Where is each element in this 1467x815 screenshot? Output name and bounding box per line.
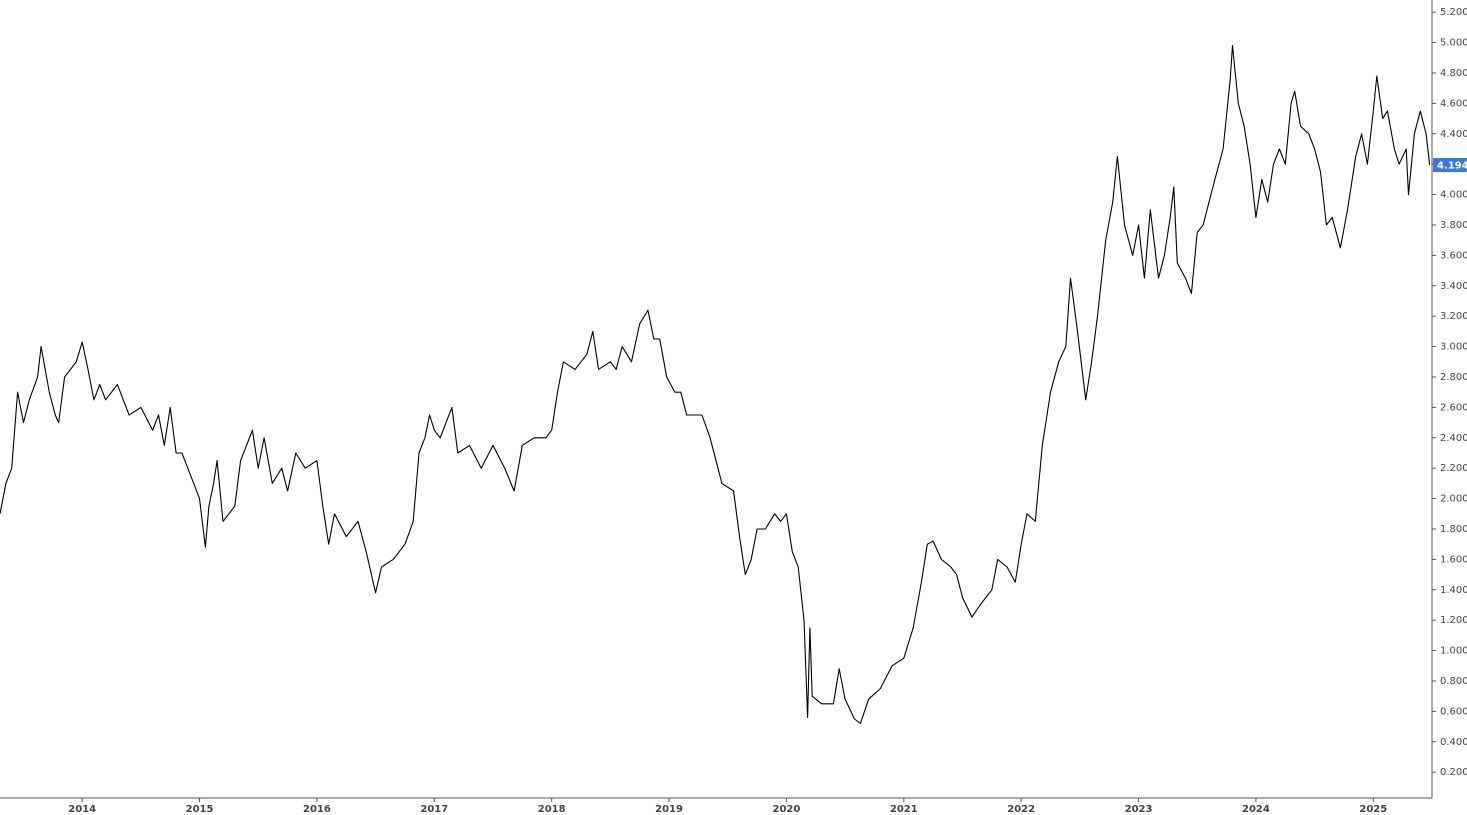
x-tick-label: 2019	[655, 804, 683, 815]
last-value-label: 4.194	[1437, 161, 1467, 172]
y-tick-label: 1.000	[1440, 646, 1467, 657]
y-tick-label: 3.000	[1440, 342, 1467, 353]
x-tick-label: 2016	[303, 804, 331, 815]
y-tick-label: 0.600	[1440, 706, 1467, 717]
x-tick-label: 2017	[420, 804, 448, 815]
y-tick-label: 2.600	[1440, 402, 1467, 413]
y-tick-label: 4.400	[1440, 129, 1467, 140]
y-tick-label: 3.400	[1440, 281, 1467, 292]
y-tick-label: 1.200	[1440, 615, 1467, 626]
x-tick-label: 2024	[1242, 804, 1270, 815]
y-tick-label: 1.800	[1440, 524, 1467, 535]
last-value-box	[1433, 158, 1467, 173]
y-tick-label: 4.000	[1440, 190, 1467, 201]
x-tick-label: 2023	[1125, 804, 1153, 815]
x-tick-label: 2015	[186, 804, 214, 815]
y-tick-label: 5.200	[1440, 7, 1467, 18]
y-tick-label: 2.800	[1440, 372, 1467, 383]
x-tick-label: 2014	[68, 804, 96, 815]
x-tick-label: 2025	[1359, 804, 1387, 815]
y-tick-label: 3.800	[1440, 220, 1467, 231]
price-line	[0, 45, 1431, 725]
y-tick-label: 0.800	[1440, 676, 1467, 687]
y-tick-label: 0.400	[1440, 737, 1467, 748]
x-tick-label: 2021	[890, 804, 918, 815]
y-tick-label: 4.800	[1440, 68, 1467, 79]
y-tick-label: 5.000	[1440, 38, 1467, 49]
y-tick-label: 2.200	[1440, 463, 1467, 474]
y-tick-label: 3.600	[1440, 250, 1467, 261]
y-tick-label: 1.600	[1440, 554, 1467, 565]
x-tick-label: 2022	[1007, 804, 1035, 815]
y-tick-label: 2.400	[1440, 433, 1467, 444]
y-tick-label: 4.600	[1440, 98, 1467, 109]
x-tick-label: 2018	[538, 804, 566, 815]
x-tick-label: 2020	[773, 804, 801, 815]
y-tick-label: 0.200	[1440, 767, 1467, 778]
y-tick-label: 2.000	[1440, 494, 1467, 505]
y-tick-label: 3.200	[1440, 311, 1467, 322]
y-tick-label: 1.400	[1440, 585, 1467, 596]
